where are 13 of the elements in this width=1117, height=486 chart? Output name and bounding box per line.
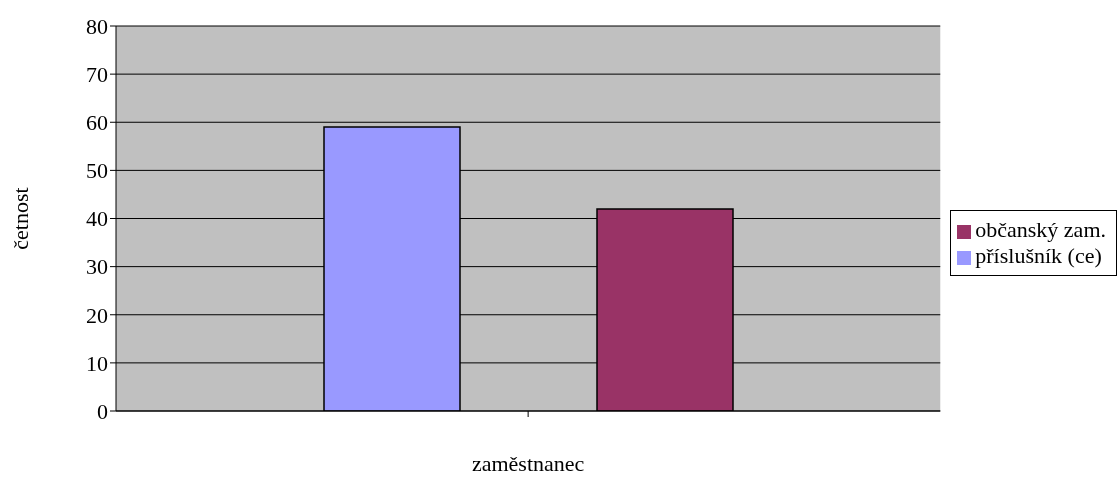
y-tick-label: 30: [86, 254, 108, 280]
y-tick-label: 20: [86, 302, 108, 328]
x-axis-title: zaměstnanec: [471, 451, 585, 476]
y-tick-label: 50: [86, 158, 108, 184]
legend-label: občanský zam.: [975, 217, 1106, 242]
y-axis-title: četnost: [7, 187, 33, 250]
y-tick-label: 10: [86, 350, 108, 376]
y-tick-label: 80: [86, 13, 108, 39]
y-tick-label: 70: [86, 61, 108, 87]
y-tick-label: 40: [86, 206, 108, 232]
y-tick-label: 0: [97, 398, 108, 424]
y-tick-label: 60: [86, 110, 108, 136]
legend-label: příslušník (ce): [975, 243, 1102, 268]
